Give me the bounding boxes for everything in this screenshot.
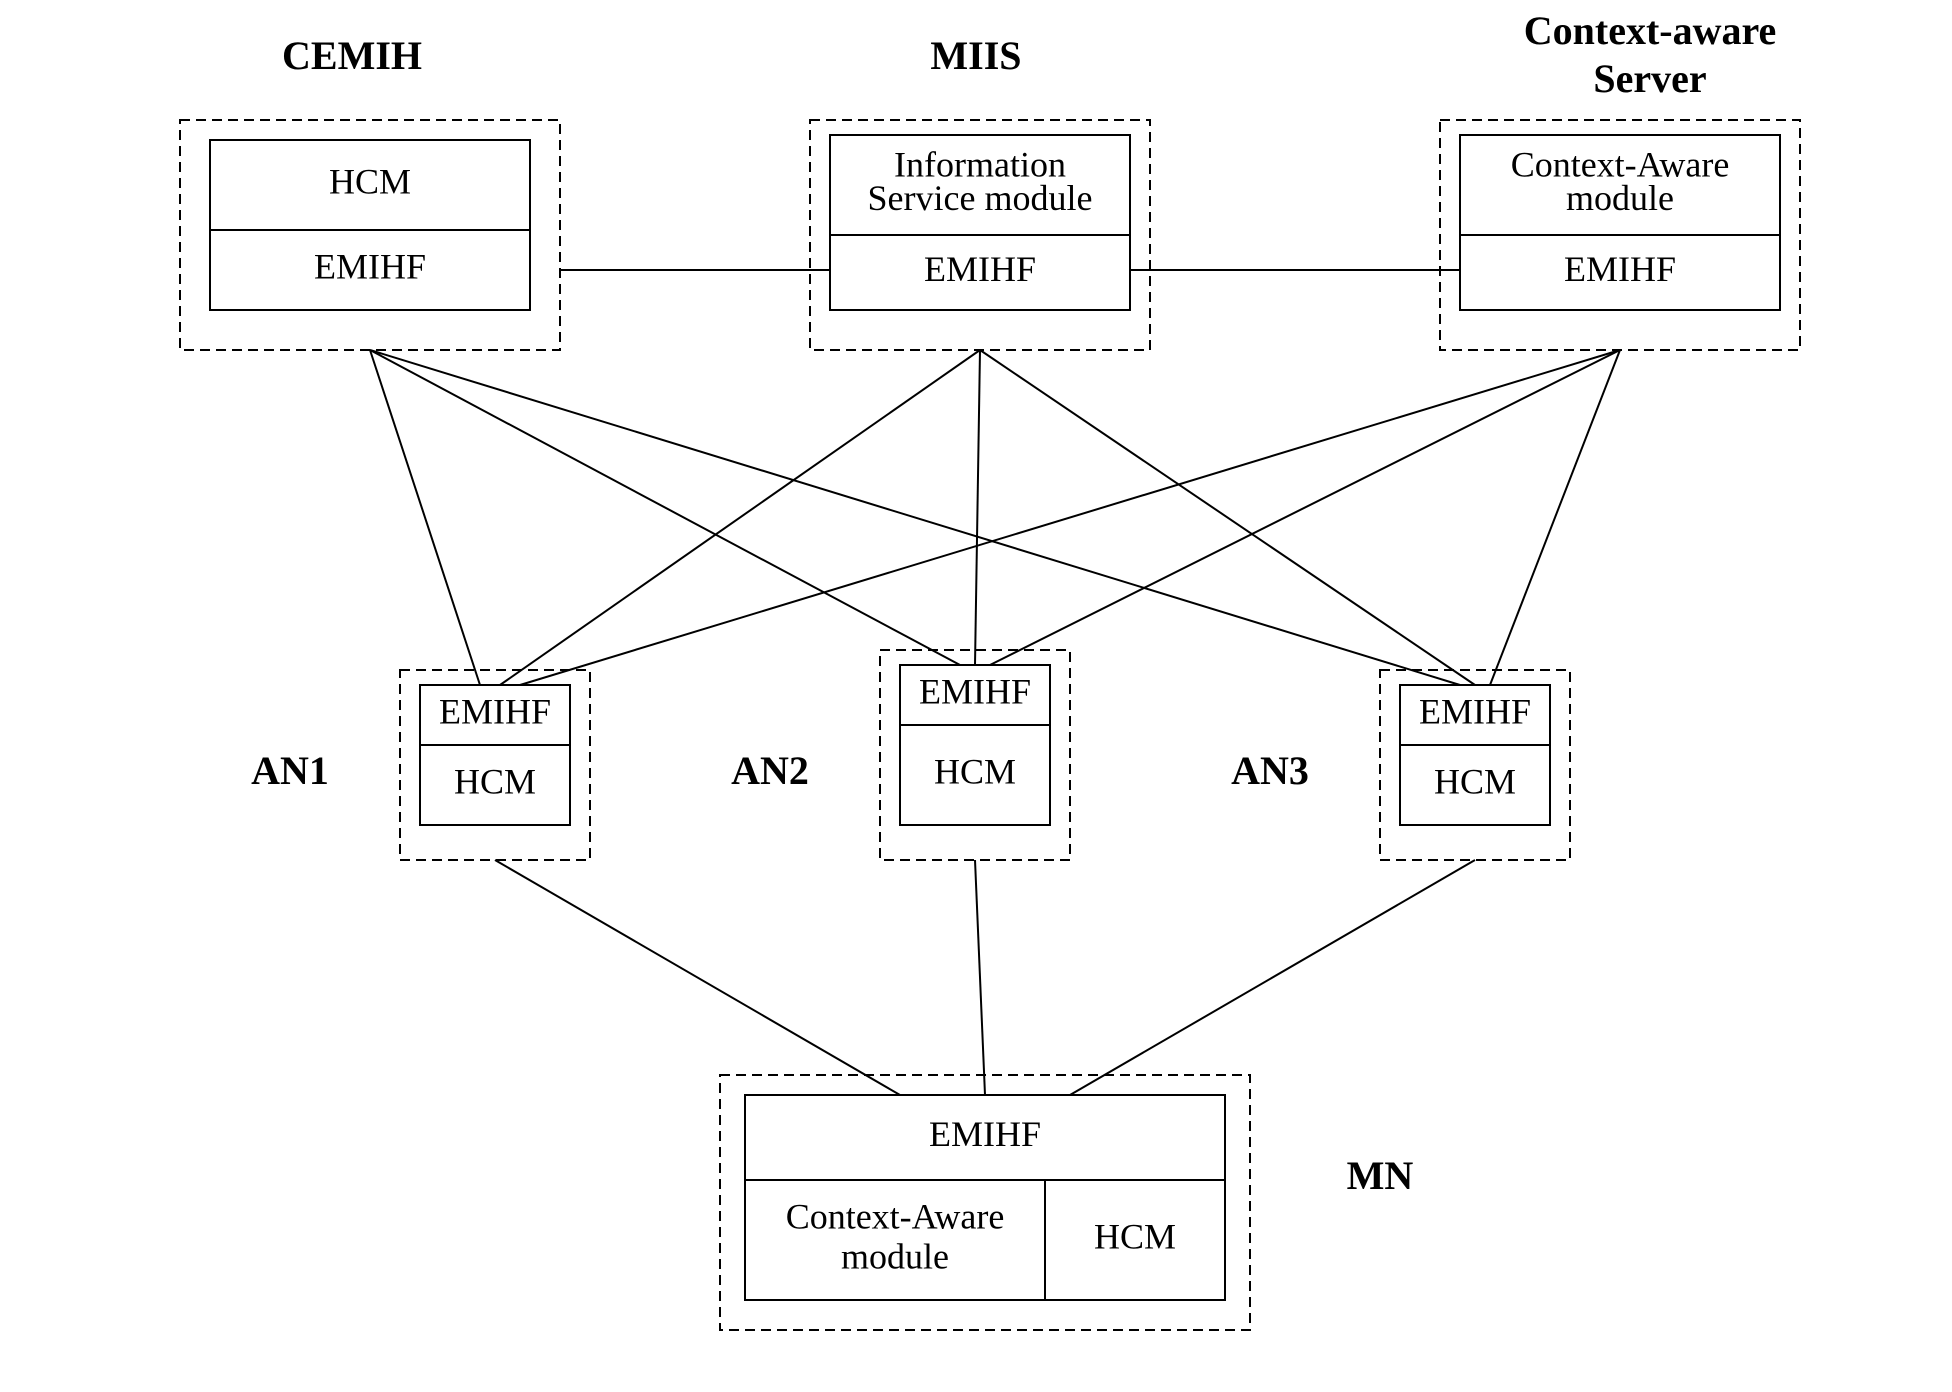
edge-an1-mn (495, 860, 900, 1095)
node-cemih: CEMIH HCM EMIHF (180, 33, 560, 350)
node-an3: AN3 EMIHF HCM (1231, 670, 1570, 860)
network-diagram: CEMIHHCMEMIHFMIISInformationService modu… (0, 0, 1952, 1392)
edge-cemih-an3 (370, 350, 1460, 685)
node-title-mn: MN (1347, 1153, 1414, 1198)
node-an2: AN2 EMIHF HCM (731, 650, 1070, 860)
cell-label-an2-0: EMIHF (919, 671, 1031, 711)
cell-label-an1-0: EMIHF (439, 691, 551, 731)
cell-label-an2-1: HCM (934, 751, 1016, 791)
cell-label-mn-1: module (841, 1236, 949, 1276)
node-title-an3: AN3 (1231, 748, 1309, 793)
cell-label-cemih-0: HCM (329, 161, 411, 201)
node-title-ctx_server: Server (1593, 56, 1706, 101)
edge-ctx_server-an2 (990, 350, 1620, 665)
node-title-an1: AN1 (251, 748, 329, 793)
cell-label-cemih-1: EMIHF (314, 246, 426, 286)
edge-ctx_server-an3 (1490, 350, 1620, 685)
node-title-ctx_server: Context-aware (1524, 8, 1777, 53)
edge-miis-an2 (975, 350, 980, 665)
cell-label-an3-1: HCM (1434, 761, 1516, 801)
cell-label-miis-1: EMIHF (924, 249, 1036, 289)
edge-miis-an3 (980, 350, 1475, 685)
cell-label-ctx_server-1: EMIHF (1564, 249, 1676, 289)
nodes-layer: CEMIHHCMEMIHFMIISInformationService modu… (180, 8, 1800, 1330)
node-title-cemih: CEMIH (282, 33, 422, 78)
edge-an2-mn (975, 860, 985, 1095)
node-miis: MIISInformationService moduleEMIHF (810, 33, 1150, 350)
cell-label-mn-0: EMIHF (929, 1114, 1041, 1154)
node-title-an2: AN2 (731, 748, 809, 793)
node-ctx_server: Context-awareServerContext-AwaremoduleEM… (1440, 8, 1800, 350)
node-title-miis: MIIS (930, 33, 1021, 78)
cell-label-mn-2: HCM (1094, 1216, 1176, 1256)
node-mn: MN EMIHF Context-Awaremodule HCM (720, 1075, 1413, 1330)
edge-miis-an1 (500, 350, 980, 685)
cell-label-miis-0: Service module (868, 178, 1093, 218)
cell-label-ctx_server-0: module (1566, 178, 1674, 218)
node-an1: AN1 EMIHF HCM (251, 670, 590, 860)
cell-label-an3-0: EMIHF (1419, 691, 1531, 731)
edge-an3-mn (1070, 860, 1475, 1095)
cell-label-mn-1: Context-Aware (786, 1196, 1005, 1236)
cell-label-an1-1: HCM (454, 761, 536, 801)
